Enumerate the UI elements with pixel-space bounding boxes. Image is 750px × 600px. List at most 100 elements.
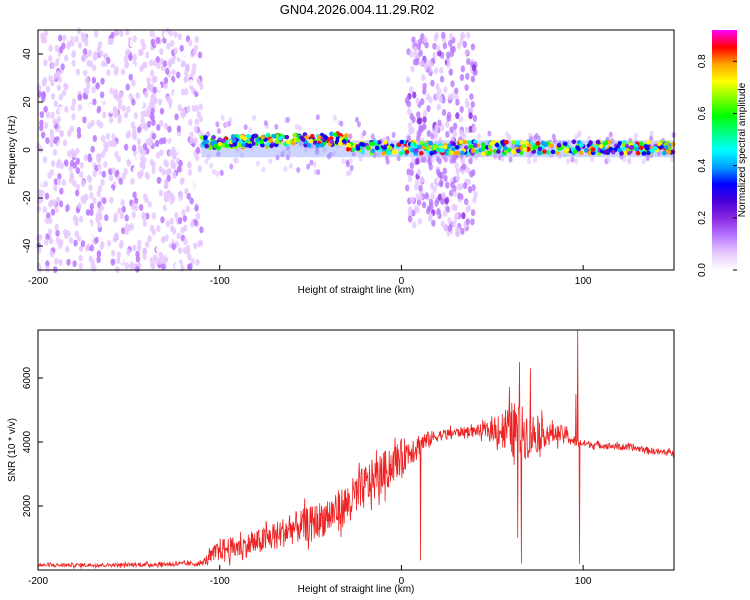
heatmap-cell: [491, 140, 496, 145]
heatmap-cell: [44, 238, 49, 246]
heatmap-cell: [103, 52, 108, 60]
heatmap-cell: [141, 213, 147, 221]
heatmap-cell: [66, 258, 71, 266]
heatmap-cell: [71, 59, 76, 67]
heatmap-cell: [522, 147, 528, 152]
heatmap-cell: [552, 138, 557, 145]
heatmap-cell: [464, 84, 469, 92]
heatmap-cell: [71, 50, 77, 58]
heatmap-cell: [111, 133, 116, 141]
heatmap-cell: [186, 105, 191, 113]
heatmap-cell: [170, 57, 176, 65]
heatmap-cell: [283, 166, 288, 173]
heatmap-cell: [644, 145, 650, 151]
heatmap-cell: [468, 157, 473, 165]
colorbar-tick-label: 0.8: [697, 54, 708, 68]
heatmap-cell: [649, 130, 654, 137]
heatmap-cell: [120, 199, 125, 207]
heatmap-cell: [177, 104, 182, 112]
x-tick-label: -100: [210, 576, 230, 587]
heatmap-cell: [419, 150, 424, 156]
heatmap-cell: [204, 143, 210, 149]
heatmap-cell: [370, 141, 376, 147]
heatmap-cell: [128, 54, 133, 62]
heatmap-cell: [216, 151, 221, 158]
heatmap-cell: [416, 117, 421, 125]
heatmap-cell: [429, 150, 434, 156]
heatmap-cell: [57, 173, 62, 181]
heatmap-cell: [82, 48, 88, 56]
heatmap-cell: [53, 184, 58, 192]
heatmap-cell: [118, 91, 124, 99]
heatmap-cell: [137, 126, 142, 134]
heatmap-cell: [50, 111, 55, 119]
heatmap-cell: [89, 244, 95, 252]
heatmap-cell: [410, 196, 415, 204]
heatmap-cell: [106, 69, 111, 77]
heatmap-cell: [230, 134, 236, 139]
heatmap-cell: [571, 139, 577, 145]
heatmap-cell: [215, 121, 220, 128]
heatmap-cell: [409, 162, 414, 170]
heatmap-cell: [413, 51, 418, 59]
heatmap-cell: [62, 89, 67, 97]
heatmap-cell: [72, 260, 77, 268]
heatmap-cell: [135, 92, 141, 100]
heatmap-cell: [472, 196, 477, 204]
heatmap-cell: [152, 59, 158, 67]
heatmap-cell: [189, 136, 194, 144]
heatmap-cell: [59, 187, 64, 195]
heatmap-cell: [167, 61, 173, 69]
heatmap-cell: [99, 50, 104, 58]
heatmap-cell: [56, 84, 62, 92]
heatmap-cell: [433, 34, 439, 42]
heatmap-cell: [49, 139, 54, 147]
heatmap-cell: [508, 156, 513, 163]
heatmap-cell: [69, 173, 75, 181]
heatmap-cell: [315, 114, 320, 121]
heatmap-cell: [96, 153, 101, 161]
heatmap-cell: [84, 77, 90, 85]
x-tick-label: 100: [575, 576, 592, 587]
heatmap-cell: [183, 238, 188, 246]
heatmap-cell: [132, 53, 138, 61]
heatmap-cell: [638, 141, 644, 146]
y-tick-label: 2000: [22, 494, 33, 517]
heatmap-cell: [163, 77, 169, 85]
heatmap-cell: [461, 163, 467, 171]
heatmap-cell: [66, 42, 71, 50]
heatmap-cell: [62, 139, 68, 147]
heatmap-cell: [54, 205, 59, 213]
heatmap-cell: [156, 83, 162, 91]
heatmap-cell: [217, 137, 223, 142]
heatmap-cell: [224, 121, 229, 128]
heatmap-cell: [261, 166, 266, 173]
heatmap-cell: [99, 204, 104, 212]
heatmap-cell: [59, 129, 64, 137]
heatmap-cell: [504, 139, 509, 145]
heatmap-cell: [169, 181, 175, 189]
heatmap-cell: [533, 157, 538, 164]
heatmap-cell: [135, 265, 140, 273]
heatmap-cell: [470, 209, 476, 217]
heatmap-cell: [69, 125, 74, 133]
heatmap-cell: [520, 140, 526, 145]
heatmap-cell: [60, 63, 65, 71]
heatmap-cell: [415, 157, 420, 165]
heatmap-cell: [652, 145, 658, 151]
heatmap-cell: [58, 105, 63, 113]
heatmap-cell: [45, 265, 50, 273]
spectrogram-ylabel: Frequency (Hz): [7, 116, 18, 185]
heatmap-cell: [146, 187, 151, 195]
heatmap-cell: [433, 67, 439, 75]
heatmap-cell: [484, 139, 489, 146]
heatmap-cell: [570, 156, 575, 163]
heatmap-cell: [411, 156, 416, 163]
heatmap-cell: [132, 244, 137, 252]
heatmap-cell: [358, 155, 363, 162]
heatmap-cell: [154, 30, 159, 38]
heatmap-cell: [424, 192, 429, 200]
heatmap-cell: [145, 172, 150, 180]
heatmap-cell: [461, 212, 466, 220]
heatmap-cell: [417, 144, 422, 150]
